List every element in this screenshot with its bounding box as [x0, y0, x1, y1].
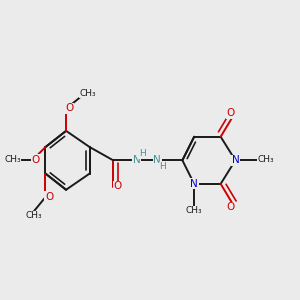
Text: O: O	[65, 103, 73, 113]
Text: O: O	[227, 202, 235, 212]
Text: O: O	[45, 191, 53, 202]
Text: N: N	[190, 179, 198, 189]
Text: O: O	[114, 181, 122, 191]
Text: N: N	[232, 155, 239, 165]
Text: CH₃: CH₃	[79, 89, 96, 98]
Text: CH₃: CH₃	[257, 155, 274, 164]
Text: CH₃: CH₃	[26, 211, 42, 220]
Text: O: O	[227, 108, 235, 118]
Text: N: N	[133, 155, 140, 165]
Text: H: H	[159, 162, 166, 171]
Text: CH₃: CH₃	[186, 206, 202, 215]
Text: N: N	[153, 155, 161, 165]
Text: H: H	[139, 149, 145, 158]
Text: O: O	[32, 155, 40, 165]
Text: CH₃: CH₃	[4, 155, 21, 164]
